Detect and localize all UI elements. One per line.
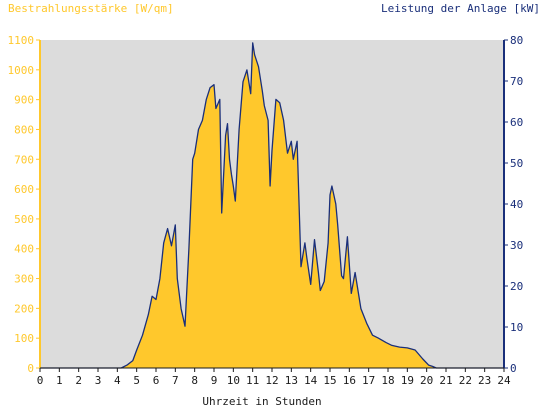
right-axis-tick-label: 20 (510, 280, 523, 293)
right-axis-tick-label: 30 (510, 239, 523, 252)
left-axis-tick-label: 600 (14, 183, 34, 196)
x-axis-tick-label: 20 (420, 374, 433, 387)
irradiance-area (40, 43, 504, 368)
right-axis-tick-label: 0 (510, 362, 517, 375)
left-axis-tick-label: 300 (14, 273, 34, 286)
left-axis-tick-label: 800 (14, 123, 34, 136)
x-axis-tick-label: 17 (362, 374, 375, 387)
x-axis-tick-label: 21 (439, 374, 452, 387)
irradiance-series (40, 43, 504, 368)
x-axis-tick-label: 18 (381, 374, 394, 387)
x-axis-tick-label: 10 (227, 374, 240, 387)
left-axis-tick-label: 900 (14, 94, 34, 107)
x-axis-tick-label: 8 (191, 374, 198, 387)
axes: 0100200300400500600700800900100011000102… (8, 34, 524, 387)
right-axis-tick-label: 80 (510, 34, 523, 47)
left-axis-tick-label: 1100 (8, 34, 35, 47)
left-axis-tick-label: 1000 (8, 64, 35, 77)
x-axis-tick-label: 5 (133, 374, 140, 387)
left-axis-tick-label: 500 (14, 213, 34, 226)
right-axis-title: Leistung der Anlage [kW] (381, 2, 540, 15)
x-axis-title: Uhrzeit in Stunden (202, 395, 321, 408)
x-axis-tick-label: 13 (285, 374, 298, 387)
left-axis-tick-label: 700 (14, 153, 34, 166)
x-axis-tick-label: 14 (304, 374, 318, 387)
x-axis-tick-label: 22 (459, 374, 472, 387)
right-axis-tick-label: 70 (510, 75, 523, 88)
x-axis-tick-label: 9 (211, 374, 218, 387)
x-axis-tick-label: 11 (246, 374, 259, 387)
x-axis-tick-label: 7 (172, 374, 179, 387)
left-axis-tick-label: 200 (14, 302, 34, 315)
left-axis-tick-label: 0 (27, 362, 34, 375)
x-axis-tick-label: 19 (401, 374, 414, 387)
x-axis-tick-label: 23 (478, 374, 491, 387)
right-axis-tick-label: 50 (510, 157, 523, 170)
x-axis-tick-label: 1 (56, 374, 63, 387)
right-axis-tick-label: 60 (510, 116, 523, 129)
left-axis-title: Bestrahlungsstärke [W/qm] (8, 2, 174, 15)
x-axis-tick-label: 12 (265, 374, 278, 387)
x-axis-tick-label: 6 (153, 374, 160, 387)
left-axis-tick-label: 100 (14, 332, 34, 345)
x-axis-tick-label: 15 (323, 374, 336, 387)
left-axis-tick-label: 400 (14, 243, 34, 256)
x-axis-tick-label: 16 (343, 374, 356, 387)
x-axis-tick-label: 2 (75, 374, 82, 387)
right-axis-tick-label: 10 (510, 321, 523, 334)
x-axis-tick-label: 24 (497, 374, 511, 387)
x-axis-tick-label: 3 (95, 374, 102, 387)
power-line (40, 42, 504, 369)
x-axis-tick-label: 4 (114, 374, 121, 387)
power-series (40, 42, 504, 369)
x-axis-tick-label: 0 (37, 374, 44, 387)
right-axis-tick-label: 40 (510, 198, 523, 211)
